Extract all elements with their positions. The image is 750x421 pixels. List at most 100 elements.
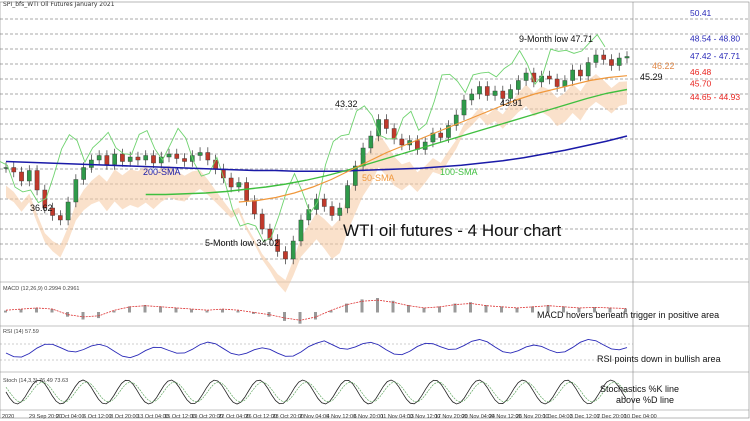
candle-body (166, 153, 172, 158)
candle-body (368, 135, 374, 149)
macd-bar (469, 302, 472, 313)
candle-body (205, 152, 211, 161)
candle-body (112, 153, 117, 165)
candle-body (135, 156, 141, 161)
candle-body (562, 80, 568, 87)
candle-body (34, 170, 40, 191)
candle-body (290, 240, 296, 260)
candle-body (182, 158, 187, 162)
x-tick-label: 15 Oct 12:00 (164, 414, 196, 420)
candle-body (399, 138, 405, 146)
sma100-label: 100-SMA (440, 167, 478, 177)
stoch-header: Stoch (14,3,3) 76.49 73.63 (3, 378, 68, 384)
x-tick-label: 6 Oct 12:00 (83, 414, 111, 420)
macd-bar (66, 312, 69, 317)
lagging-line (0, 33, 606, 243)
candle-body (244, 182, 249, 201)
macd-bar (143, 305, 147, 313)
candle-body (252, 200, 257, 215)
candle-body (96, 155, 102, 161)
macd-bar (422, 307, 426, 313)
annotation-label: 46.22 (652, 61, 675, 71)
macd-bar (205, 310, 209, 313)
candle-body (601, 54, 607, 60)
candle-body (477, 86, 482, 95)
stoch-k-line (5, 379, 627, 405)
annotation-label: 43.32 (335, 99, 358, 109)
annotation-label: 43.91 (500, 98, 523, 108)
candle-body (197, 152, 203, 156)
candle-body (554, 78, 560, 87)
x-tick-label: 13 Oct 04:00 (137, 414, 169, 420)
x-tick-label: 6 Nov 20:00 (354, 414, 384, 420)
rsi-line (5, 338, 628, 359)
candle-body (11, 167, 17, 173)
annotation-label: 36.62 (30, 203, 53, 213)
candle-body (508, 89, 513, 99)
macd-bar (298, 312, 302, 324)
candle-body (609, 59, 614, 66)
candle-body (26, 170, 32, 182)
annotation-label: 9-Month low 47.71 (519, 34, 593, 44)
candle-body (275, 239, 280, 252)
macd-bar (19, 309, 23, 313)
x-tick-label: 7 Dec 20:00 (597, 414, 627, 420)
rsi-note: RSI points down in bullish area (597, 354, 721, 364)
sma50-line (238, 75, 628, 203)
macd-bar (608, 307, 612, 313)
stoch-d-line (5, 381, 627, 403)
candle-body (492, 90, 498, 96)
candle-body (58, 215, 63, 221)
x-tick-label: 26 Nov 20:00 (516, 414, 549, 420)
candle-body (174, 153, 180, 159)
candle-body (236, 182, 242, 188)
macd-bar (159, 306, 162, 313)
candle-body (283, 251, 288, 260)
candle-body (3, 167, 9, 169)
macd-bar (97, 312, 100, 319)
price-level-label: 46.48 (690, 67, 712, 77)
candle-body (570, 69, 575, 81)
ichimoku-cloud (6, 74, 627, 293)
candle-body (539, 75, 544, 83)
macd-signal-line (5, 299, 627, 321)
macd-note: MACD hovers beneath trigger in positive … (537, 310, 719, 320)
candle-body (461, 99, 467, 116)
macd-header: MACD (12,26,9) 0.2994 0.2961 (3, 286, 79, 292)
macd-bar (391, 300, 395, 313)
macd-bar (360, 299, 364, 313)
candle-body (384, 119, 389, 129)
candle-body (158, 156, 164, 164)
x-tick-label: 8 Oct 20:00 (110, 414, 138, 420)
candle-body (120, 153, 125, 162)
candle-body (353, 165, 358, 186)
macd-bar (329, 310, 333, 313)
macd-bar (345, 303, 348, 313)
macd-bar (283, 312, 286, 321)
candle-body (469, 93, 475, 101)
x-tick-label: 2 Oct 04:00 (56, 414, 84, 420)
candle-body (616, 57, 622, 66)
macd-bar (35, 307, 38, 313)
chart-header: SPI_bfs_WTI Oil Futures January 2021 (3, 1, 115, 8)
macd-bar (81, 312, 85, 320)
macd-bar (438, 306, 441, 313)
x-tick-label: 24 Nov 12:00 (489, 414, 522, 420)
x-tick-label: 10 Dec 04:00 (624, 414, 657, 420)
price-level-label: 44.65 - 44.93 (690, 92, 740, 102)
candle-body (50, 207, 55, 216)
x-tick-label: 20 Nov 04:00 (462, 414, 495, 420)
candle-body (259, 213, 265, 230)
candle-body (438, 132, 444, 138)
macd-bar (500, 306, 503, 313)
chart-title: WTI oil futures - 4 Hour chart (343, 221, 562, 240)
x-tick-label: 2 Nov 04:00 (299, 414, 329, 420)
candle-body (585, 62, 591, 77)
macd-bar (252, 312, 255, 314)
x-tick-label: 17 Nov 20:00 (435, 414, 468, 420)
price-level-label: 48.54 - 48.80 (690, 34, 740, 44)
macd-bar (174, 307, 178, 313)
sma100-line (145, 88, 628, 196)
